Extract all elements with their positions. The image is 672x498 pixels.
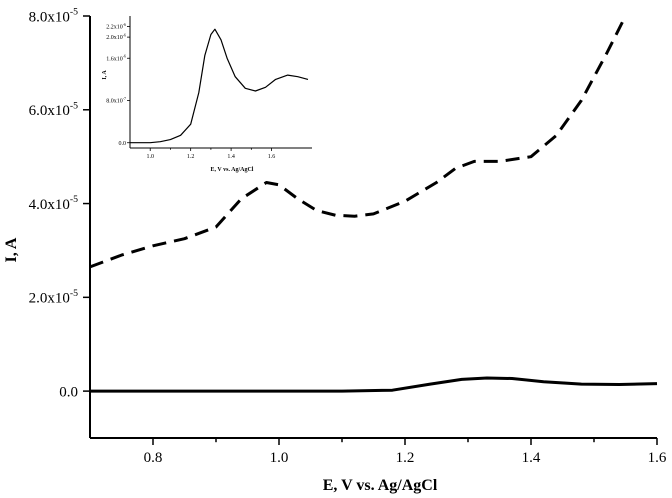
y-tick-label: 0.0: [59, 384, 78, 400]
inset-x-tick-label: 1.6: [268, 154, 276, 160]
inset-y-tick-mantissa: 2.0x10: [106, 35, 123, 41]
inset-y-tick-label: 1.6x10-6: [106, 55, 126, 63]
y-tick-mantissa: 8.0x10: [29, 9, 70, 25]
series-line-solid: [90, 376, 658, 393]
inset-y-tick-mantissa: 0.0: [119, 141, 127, 147]
y-tick-exponent: -5: [70, 100, 78, 111]
inset-y-tick-exponent: -7: [123, 97, 126, 101]
inset-axes: 1.0 1.2 1.4 1.60.08.0x10-71.6x10-62.0x10-62…: [106, 16, 312, 160]
x-tick-label: 1.6: [648, 450, 667, 466]
main-axes: 0.8 1.0 1.2 1.4 1.60.02.0x10-54.0x10-56.0x10…: [29, 7, 667, 467]
inset-y-tick-label: 8.0x10-7: [106, 97, 126, 105]
inset-x-tick-label: 1.0: [146, 154, 154, 160]
series-line-dashed: [89, 15, 627, 269]
inset-y-tick-mantissa: 2.2x10: [106, 25, 123, 31]
y-tick-exponent: -5: [70, 7, 78, 18]
x-tick-label: 0.8: [144, 450, 163, 466]
y-tick-label: 4.0x10-5: [29, 194, 78, 213]
inset-x-tick-label: 1.2: [187, 154, 195, 160]
inset-y-tick-mantissa: 1.6x10: [106, 56, 123, 62]
inset-y-tick-exponent: -6: [123, 55, 126, 59]
x-tick-label: 1.4: [522, 450, 541, 466]
main-plot: 0.8 1.0 1.2 1.4 1.60.02.0x10-54.0x10-56.0x10…: [3, 7, 667, 495]
y-tick-exponent: -5: [70, 288, 78, 299]
x-tick-label: 1.2: [396, 450, 415, 466]
inset-y-tick-mantissa: 8.0x10: [106, 99, 123, 105]
inset-y-tick-label: 0.0: [119, 141, 127, 147]
y-tick-exponent: -5: [70, 194, 78, 205]
y-tick-label: 8.0x10-5: [29, 7, 78, 26]
inset-y-tick-exponent: -6: [123, 23, 126, 27]
y-tick-mantissa: 0.0: [59, 384, 78, 400]
y-tick-mantissa: 4.0x10: [29, 197, 70, 213]
inset-series: [130, 28, 309, 144]
inset-series-line-solid: [130, 28, 309, 144]
inset-x-tick-label: 1.4: [227, 154, 235, 160]
inset-plot: 1.0 1.2 1.4 1.60.08.0x10-71.6x10-62.0x10-62…: [98, 10, 320, 176]
inset-y-tick-label: 2.2x10-6: [106, 23, 126, 31]
y-tick-label: 2.0x10-5: [29, 288, 78, 307]
x-axis-title: E, V vs. Ag/AgCl: [323, 477, 438, 494]
y-axis-title: I, A: [3, 237, 20, 262]
inset-y-axis-title: I, A: [102, 70, 108, 80]
y-tick-mantissa: 6.0x10: [29, 103, 70, 119]
x-tick-label: 1.0: [270, 450, 289, 466]
inset-y-tick-label: 2.0x10-6: [106, 34, 126, 42]
inset-background: [98, 10, 320, 176]
main-series: [89, 15, 658, 393]
y-tick-label: 6.0x10-5: [29, 100, 78, 119]
y-tick-mantissa: 2.0x10: [29, 291, 70, 307]
inset-y-tick-exponent: -6: [123, 34, 126, 38]
inset-x-axis-title: E, V vs. Ag/AgCl: [211, 167, 254, 173]
